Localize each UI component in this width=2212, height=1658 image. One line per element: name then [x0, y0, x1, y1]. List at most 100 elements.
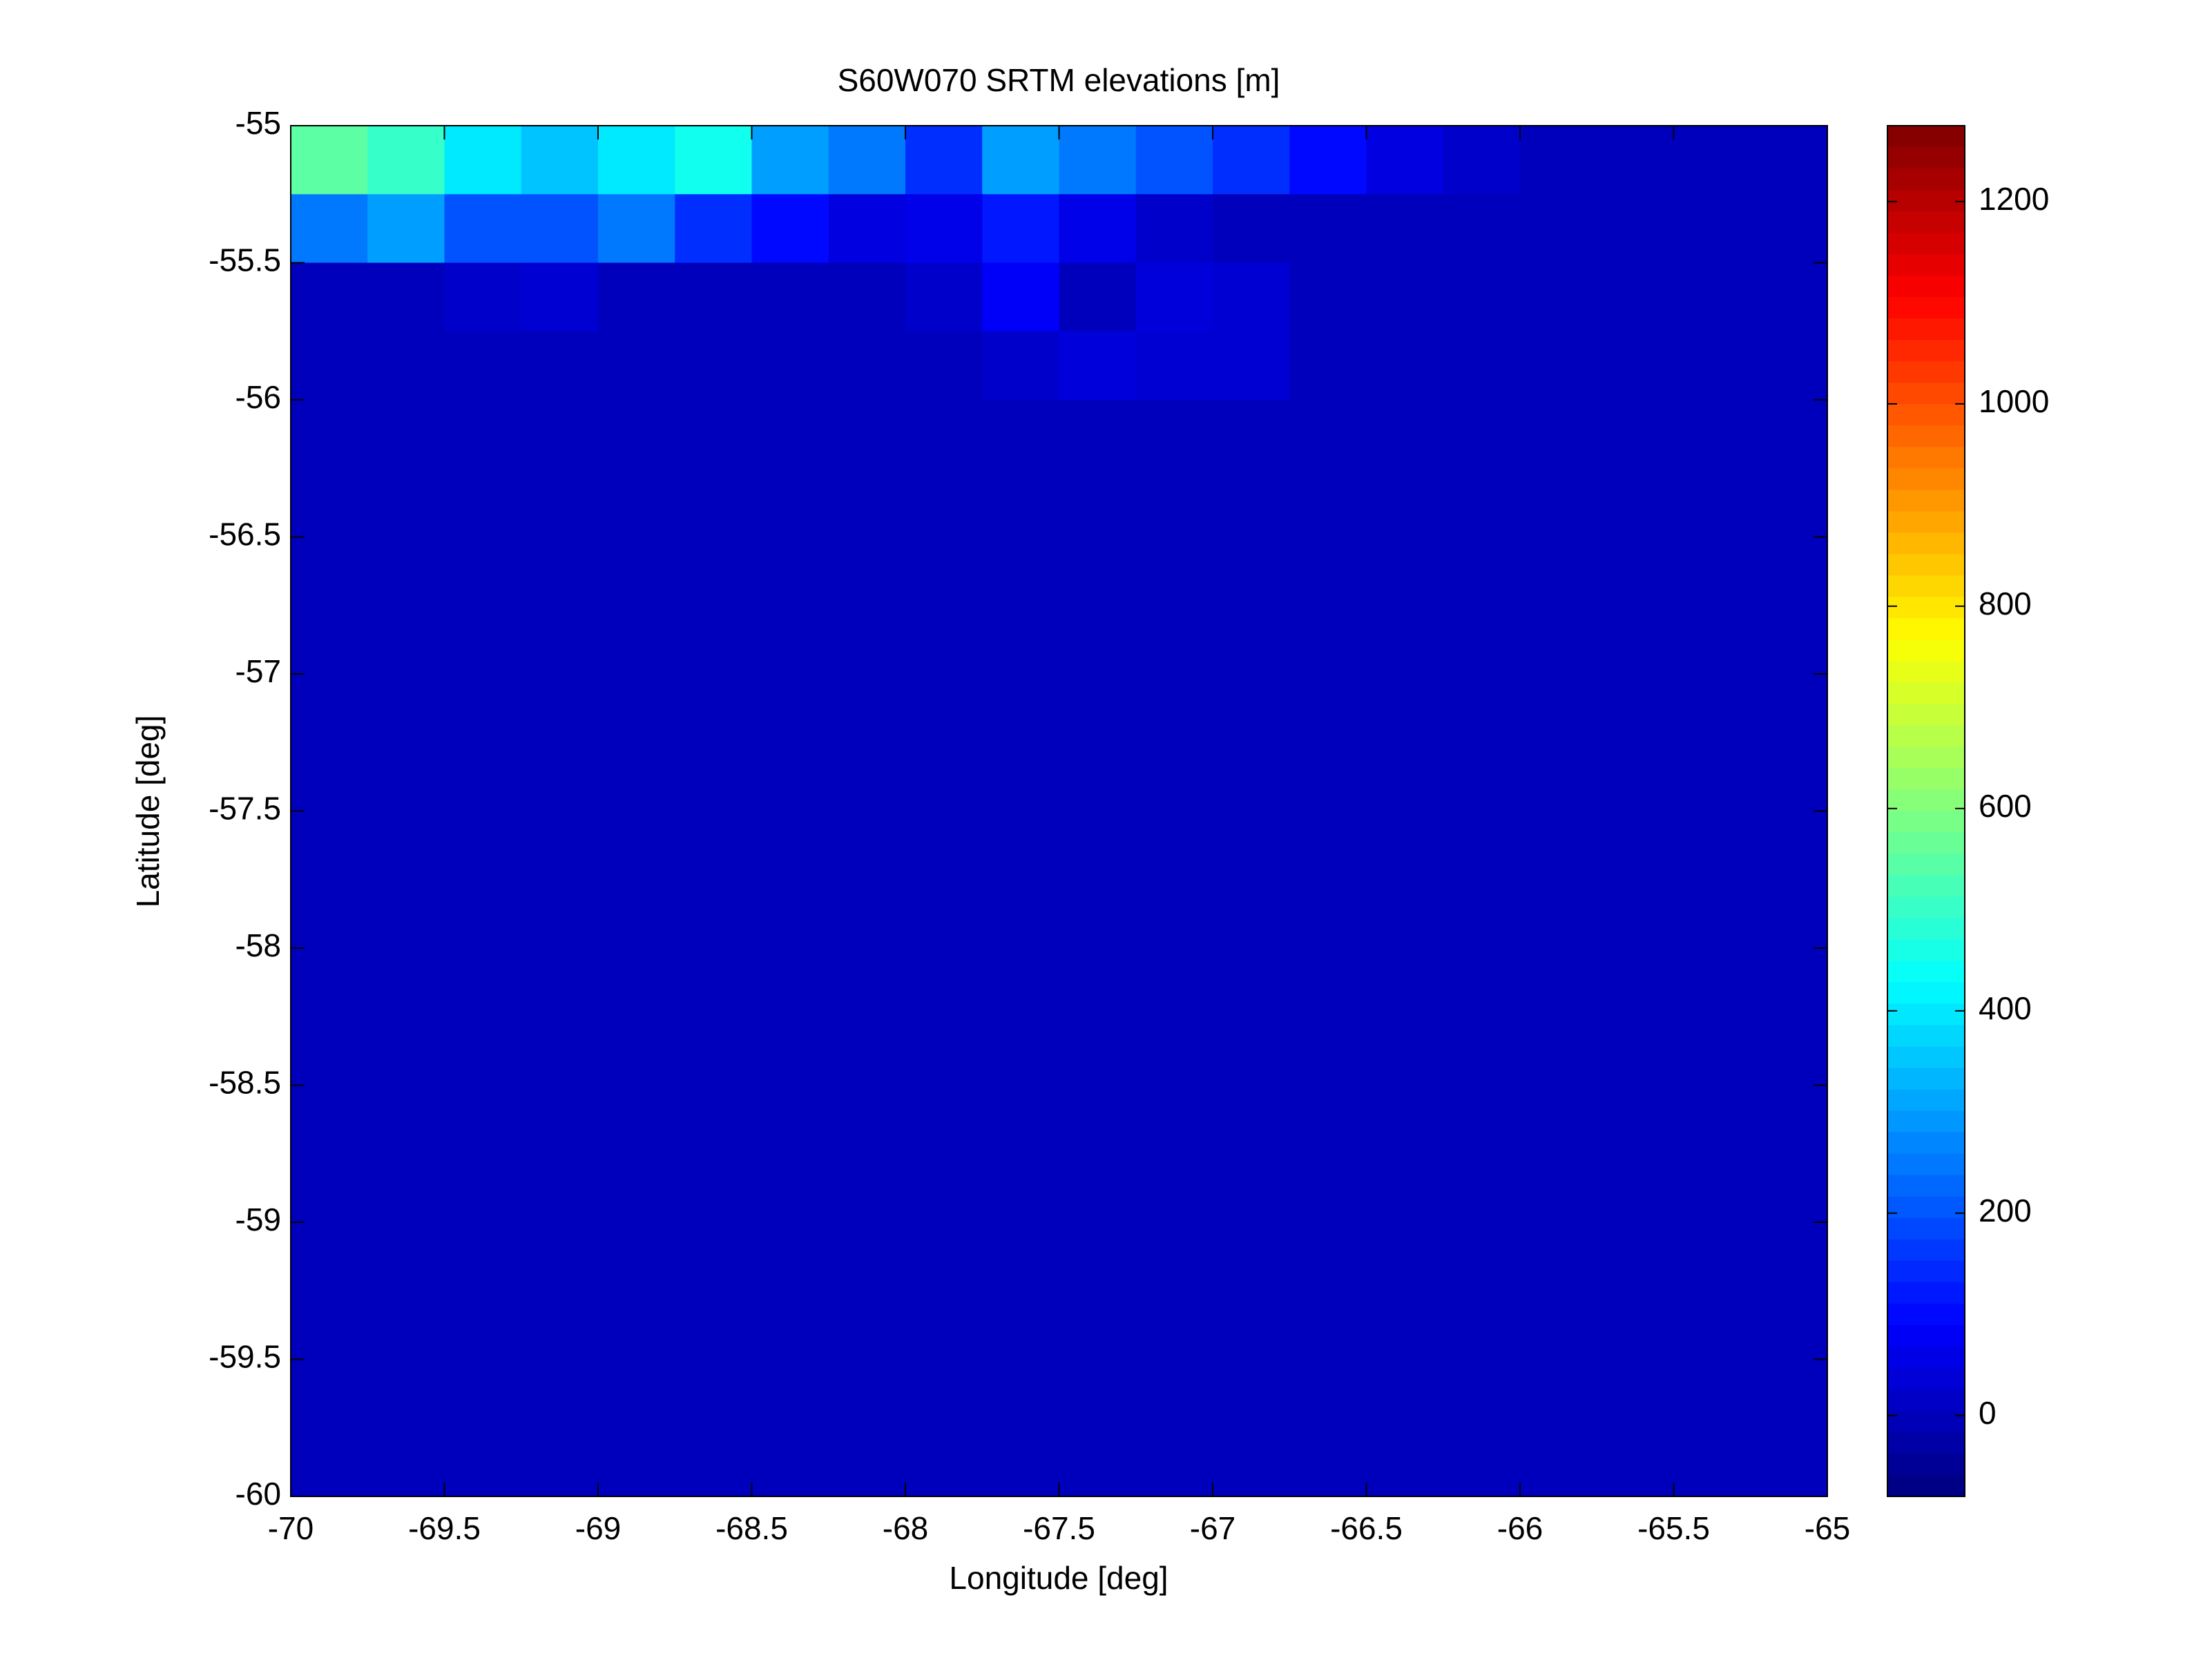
heatmap-cell: [1443, 194, 1521, 263]
y-tick-label: -58: [235, 927, 281, 963]
heatmap-cell: [1059, 194, 1137, 263]
heatmap-cell: [1213, 1291, 1290, 1360]
heatmap-cell: [521, 468, 599, 537]
heatmap-cell: [751, 605, 829, 675]
heatmap-cell: [828, 1153, 906, 1223]
heatmap-cell: [1443, 126, 1521, 195]
heatmap-cell: [367, 879, 445, 949]
heatmap-cell: [828, 537, 906, 606]
heatmap-cell: [675, 400, 752, 469]
heatmap-cell: [1059, 537, 1137, 606]
heatmap-cell: [367, 1427, 445, 1497]
heatmap-cell: [675, 1016, 752, 1086]
heatmap-cell: [444, 948, 522, 1017]
heatmap-cell: [1520, 126, 1597, 195]
heatmap-cell: [1443, 948, 1521, 1017]
colorbar-step: [1887, 1410, 1965, 1433]
colorbar-step: [1887, 554, 1965, 576]
colorbar-step: [1887, 918, 1965, 941]
heatmap-cell: [1059, 811, 1137, 880]
heatmap-cell: [444, 537, 522, 606]
colorbar-step: [1887, 1175, 1965, 1197]
heatmap-cell: [675, 537, 752, 606]
heatmap-cell: [751, 879, 829, 949]
heatmap-cell: [521, 1016, 599, 1086]
heatmap-cell: [1750, 948, 1828, 1017]
heatmap-cell: [367, 811, 445, 880]
heatmap-cell: [291, 126, 368, 195]
heatmap-cell: [1135, 1291, 1213, 1360]
heatmap-cell: [982, 1359, 1059, 1429]
heatmap-cell: [444, 1153, 522, 1223]
heatmap-cell: [1673, 674, 1751, 743]
colorbar-step: [1887, 597, 1965, 619]
colorbar-tick-label: 200: [1979, 1193, 2032, 1228]
heatmap-cell: [1520, 1359, 1597, 1429]
heatmap-cell: [751, 1016, 829, 1086]
heatmap-cell: [982, 400, 1059, 469]
heatmap-cell: [1059, 948, 1137, 1017]
heatmap-cell: [1597, 468, 1674, 537]
colorbar-step: [1887, 982, 1965, 1005]
heatmap-cell: [1673, 1359, 1751, 1429]
heatmap-cell: [1520, 1085, 1597, 1155]
heatmap-cell: [1520, 811, 1597, 880]
heatmap-cell: [1673, 948, 1751, 1017]
colorbar-step: [1887, 1389, 1965, 1411]
heatmap-cell: [905, 1427, 983, 1497]
heatmap-cell: [828, 1085, 906, 1155]
heatmap-cell: [367, 537, 445, 606]
x-tick-label: -65.5: [1637, 1510, 1710, 1546]
heatmap-cell: [598, 948, 675, 1017]
heatmap-cell: [675, 1153, 752, 1223]
heatmap-cell: [1213, 537, 1290, 606]
x-tick-label: -68.5: [715, 1510, 788, 1546]
heatmap-cell: [751, 400, 829, 469]
heatmap-cell: [1059, 879, 1137, 949]
heatmap-cell: [1597, 811, 1674, 880]
heatmap-cell: [367, 742, 445, 811]
heatmap-cell: [521, 331, 599, 401]
heatmap-cell: [1135, 1222, 1213, 1291]
heatmap-cell: [1443, 674, 1521, 743]
heatmap-cell: [1135, 742, 1213, 811]
heatmap-cell: [982, 674, 1059, 743]
colorbar-step: [1887, 1217, 1965, 1240]
heatmap-cell: [1366, 331, 1444, 401]
heatmap-cell: [905, 331, 983, 401]
x-tick-label: -69.5: [408, 1510, 481, 1546]
heatmap-cell: [444, 674, 522, 743]
heatmap-cell: [444, 1359, 522, 1429]
colorbar-tick-label: 600: [1979, 788, 2032, 824]
heatmap-cell: [1289, 605, 1367, 675]
heatmap-cell: [444, 262, 522, 332]
heatmap-cell: [1213, 1085, 1290, 1155]
heatmap-cell: [1673, 1427, 1751, 1497]
heatmap-cell: [1366, 1359, 1444, 1429]
heatmap-cell: [521, 126, 599, 195]
y-tick-label: -59.5: [209, 1339, 281, 1375]
heatmap-cell: [1597, 948, 1674, 1017]
colorbar-step: [1887, 1432, 1965, 1454]
heatmap-cell: [675, 1359, 752, 1429]
heatmap-cell: [1597, 331, 1674, 401]
heatmap-cell: [1750, 126, 1828, 195]
heatmap-cell: [1059, 331, 1137, 401]
heatmap-cell: [1059, 126, 1137, 195]
colorbar-step: [1887, 682, 1965, 704]
heatmap-cell: [1597, 879, 1674, 949]
heatmap-cell: [1366, 1085, 1444, 1155]
heatmap-cell: [982, 331, 1059, 401]
heatmap-cell: [905, 742, 983, 811]
colorbar-step: [1887, 233, 1965, 255]
heatmap-cell: [1366, 194, 1444, 263]
heatmap-cell: [521, 605, 599, 675]
heatmap-cell: [982, 811, 1059, 880]
heatmap-cell: [291, 1359, 368, 1429]
heatmap-cell: [1059, 1222, 1137, 1291]
colorbar-step: [1887, 768, 1965, 790]
heatmap-cell: [982, 468, 1059, 537]
heatmap-cell: [1289, 468, 1367, 537]
heatmap-cell: [1213, 400, 1290, 469]
heatmap-cell: [291, 811, 368, 880]
